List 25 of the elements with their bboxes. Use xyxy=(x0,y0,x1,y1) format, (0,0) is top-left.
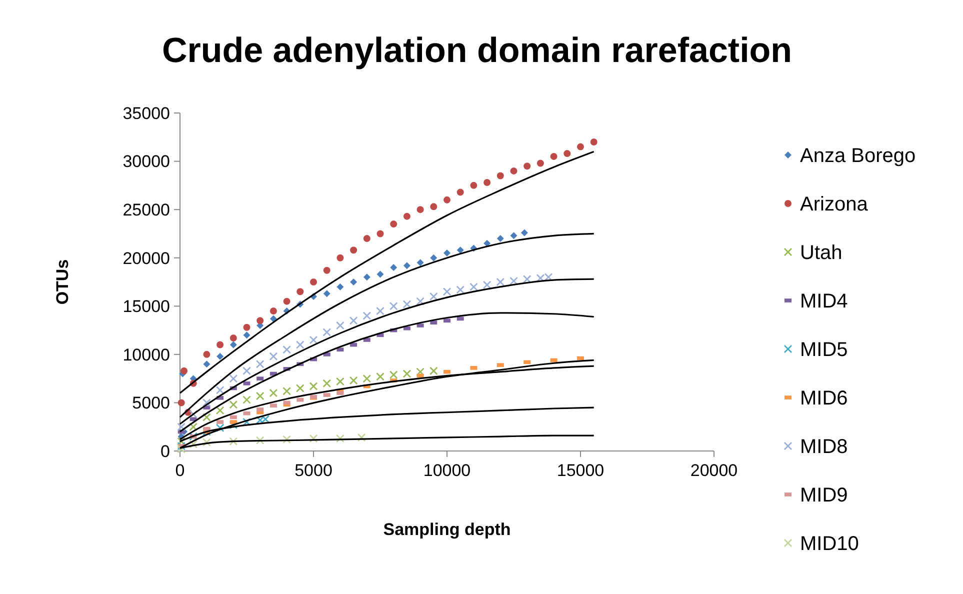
x-tick-label: 20000 xyxy=(690,461,738,480)
y-tick-label: 5000 xyxy=(132,394,170,413)
x-tick-label: 5000 xyxy=(294,461,332,480)
x-tick-label: 10000 xyxy=(423,461,471,480)
y-tick-label: 20000 xyxy=(122,248,170,268)
y-tick-label: 35000 xyxy=(122,104,170,123)
chart-title: Crude adenylation domain rarefaction xyxy=(162,31,792,70)
legend-label: Arizona xyxy=(800,194,869,216)
y-tick-label: 10000 xyxy=(122,345,170,364)
legend-label: MID5 xyxy=(800,339,848,361)
legend-label: Utah xyxy=(800,242,842,264)
y-axis-title: OTUs xyxy=(53,259,72,305)
legend-label: MID9 xyxy=(800,484,848,506)
y-tick-label: 0 xyxy=(160,442,170,461)
legend-label: MID6 xyxy=(800,388,848,410)
legend-label: MID4 xyxy=(800,290,848,312)
x-axis-title: Sampling depth xyxy=(383,520,511,539)
y-tick-label: 15000 xyxy=(122,297,170,316)
legend-label: MID8 xyxy=(800,436,848,458)
legend-label: MID10 xyxy=(800,533,859,555)
legend-label: Anza Borego xyxy=(800,145,916,167)
y-tick-label: 30000 xyxy=(122,152,170,172)
x-tick-label: 15000 xyxy=(556,461,604,480)
y-tick-label: 25000 xyxy=(122,200,170,220)
x-tick-label: 0 xyxy=(175,461,185,480)
